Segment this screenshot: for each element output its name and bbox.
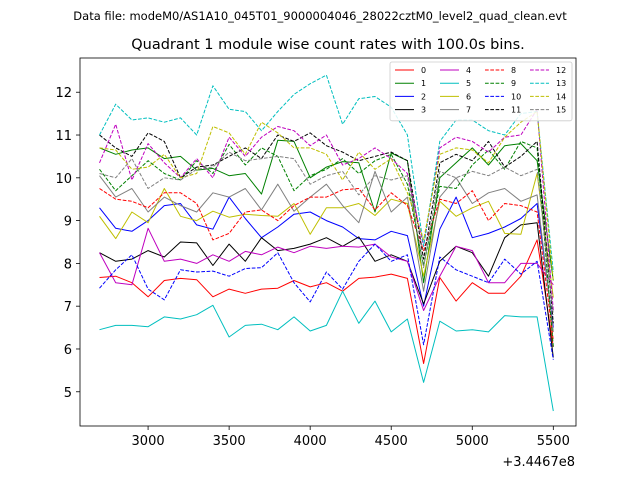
y-tick-label: 11: [55, 129, 72, 144]
y-tick-label: 7: [64, 300, 72, 315]
legend-label-9: 9: [511, 79, 516, 88]
x-tick-label: 5000: [456, 434, 489, 449]
legend-label-15: 15: [556, 106, 566, 115]
legend-label-2: 2: [421, 92, 426, 101]
x-tick-label: 3000: [132, 434, 165, 449]
y-tick-label: 8: [64, 257, 72, 272]
x-offset-label: +3.4467e8: [502, 455, 575, 470]
series-line-5: [99, 290, 554, 412]
series-line-9: [99, 140, 554, 347]
legend-label-0: 0: [421, 66, 426, 75]
legend-label-8: 8: [511, 66, 516, 75]
x-tick-label: 3500: [213, 434, 246, 449]
series-line-6: [99, 173, 554, 298]
legend-label-13: 13: [556, 79, 566, 88]
x-tick-label: 5500: [537, 434, 570, 449]
series-line-4: [99, 227, 554, 311]
legend-label-6: 6: [466, 92, 471, 101]
series-line-7: [99, 170, 554, 332]
legend-label-3: 3: [421, 106, 426, 115]
series-line-2: [99, 196, 554, 328]
legend-label-11: 11: [511, 106, 521, 115]
x-tick-label: 4500: [375, 434, 408, 449]
chart-title: Quadrant 1 module wise count rates with …: [131, 37, 525, 53]
y-tick-label: 10: [55, 172, 72, 187]
plot-area: [99, 74, 554, 412]
y-tick-label: 12: [55, 86, 72, 101]
series-line-0: [99, 239, 554, 364]
suptitle: Data file: modeM0/AS1A10_045T01_90000040…: [73, 9, 567, 23]
x-tick-label: 4000: [294, 434, 327, 449]
series-line-14: [99, 111, 554, 281]
series-line-3: [99, 222, 554, 358]
legend-box: [389, 61, 573, 122]
legend-label-1: 1: [421, 79, 426, 88]
legend-label-12: 12: [556, 66, 566, 75]
series-line-12: [99, 108, 554, 311]
series-line-10: [99, 243, 554, 360]
series-line-8: [99, 188, 554, 341]
legend-label-14: 14: [556, 92, 566, 101]
legend-label-5: 5: [466, 79, 471, 88]
legend-label-7: 7: [466, 106, 471, 115]
y-tick-label: 9: [64, 215, 72, 230]
series-line-15: [99, 151, 554, 315]
legend-label-4: 4: [466, 66, 471, 75]
axes-frame: [79, 57, 577, 427]
legend-label-10: 10: [511, 92, 521, 101]
y-tick-label: 5: [64, 386, 72, 401]
y-tick-label: 6: [64, 343, 72, 358]
series-line-13: [99, 74, 554, 273]
